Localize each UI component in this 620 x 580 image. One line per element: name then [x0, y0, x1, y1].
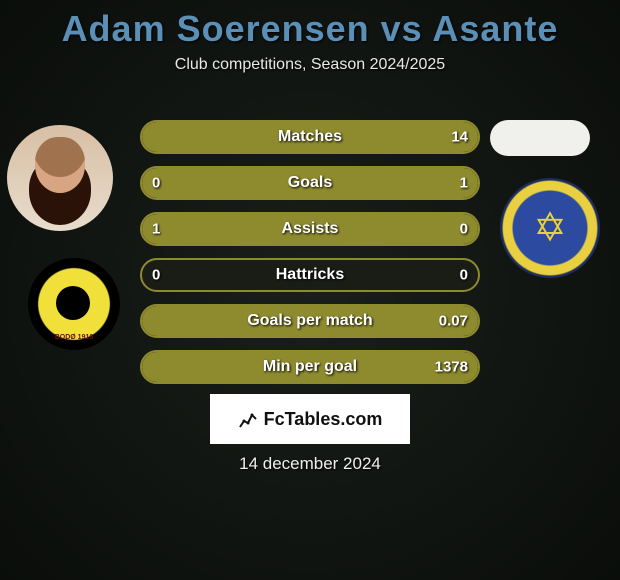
- stat-row: Goals0 1: [140, 166, 480, 200]
- stat-label: Goals: [140, 174, 480, 192]
- stat-value-left: 0: [152, 175, 160, 192]
- stats-panel: Matches14Goals01Assists10Hattricks00Goal…: [140, 120, 480, 396]
- player2-club-badge: [500, 178, 600, 278]
- stat-value-right: 0: [460, 267, 468, 284]
- stat-value-left: 1: [152, 221, 160, 238]
- player1-avatar: [7, 125, 113, 231]
- stat-value-right: 1378: [435, 359, 468, 376]
- stat-label: Assists: [140, 220, 480, 238]
- stat-label: Matches: [140, 128, 480, 146]
- date-label: 14 december 2024: [0, 454, 620, 474]
- stat-row: Goals per match0.07: [140, 304, 480, 338]
- stat-value-right: 0.07: [439, 313, 468, 330]
- stat-row: Hattricks0 0: [140, 258, 480, 292]
- stat-label: Min per goal: [140, 358, 480, 376]
- stat-row: Min per goal1378: [140, 350, 480, 384]
- site-logo: FcTables.com: [210, 394, 410, 444]
- stat-label: Goals per match: [140, 312, 480, 330]
- stat-row: Matches14: [140, 120, 480, 154]
- stat-label: Hattricks: [140, 266, 480, 284]
- stat-value-right: 1: [460, 175, 468, 192]
- chart-icon: [238, 409, 258, 429]
- stat-value-right: 0: [460, 221, 468, 238]
- stat-value-left: 0: [152, 267, 160, 284]
- stat-row: Assists1 0: [140, 212, 480, 246]
- player2-avatar: [490, 120, 590, 156]
- subtitle: Club competitions, Season 2024/2025: [0, 56, 620, 74]
- player1-club-badge: [28, 258, 120, 350]
- stat-value-right: 14: [451, 129, 468, 146]
- page-title: Adam Soerensen vs Asante: [0, 0, 620, 50]
- logo-text: FcTables.com: [264, 409, 383, 430]
